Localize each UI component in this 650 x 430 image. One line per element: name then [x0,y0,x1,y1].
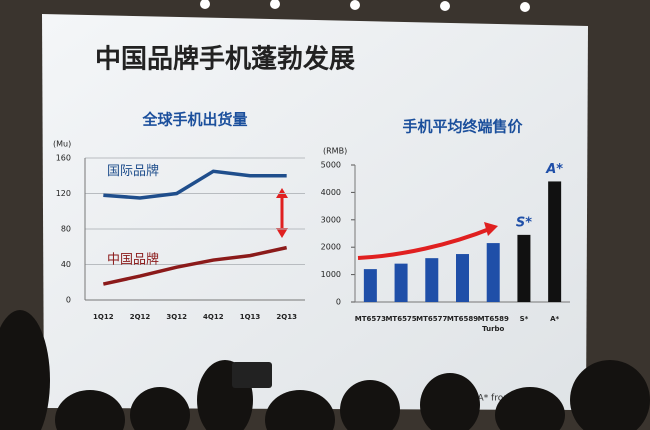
ceiling-lights [200,0,530,12]
bar [486,243,500,302]
y-axis-label: (RMB) [323,147,347,156]
x-tick-label: MT6589 Turbo [478,315,509,333]
x-tick-label: 3Q12 [166,313,187,321]
x-tick-label: 1Q12 [93,313,114,321]
gap-arrow-head [276,228,288,238]
x-tick-label: 4Q12 [203,313,224,321]
y-tick-label: 4000 [321,188,341,197]
y-tick-label: 5000 [321,161,341,170]
slide [42,14,588,410]
slide-title: 中国品牌手机蓬勃发展 [95,44,355,75]
chart-title: 手机平均终端售价 [402,118,523,136]
x-tick-label: MT6589 [447,315,478,323]
bar [456,254,469,302]
x-tick-label: 2Q13 [276,313,297,321]
y-tick-label: 2000 [321,243,341,252]
bar [425,258,439,302]
audience [0,310,650,430]
y-tick-label: 40 [61,260,71,269]
series-label: 国际品牌 [107,163,159,179]
phone [232,362,272,388]
bar [394,263,408,302]
trend-arrow [357,226,493,260]
bar-label: S* [516,215,532,230]
y-tick-label: 160 [56,154,71,163]
y-tick-label: 0 [336,298,341,307]
y-tick-label: 3000 [321,215,341,224]
y-tick-label: 0 [66,296,71,305]
trend-arrow-head [484,222,498,236]
series-label: 中国品牌 [107,252,159,268]
bar [517,234,531,302]
y-tick-label: 1000 [321,270,341,279]
series-line [102,245,288,286]
x-tick-label: MT6577 [416,315,447,323]
x-tick-label: 1Q13 [240,313,261,321]
y-tick-label: 120 [56,189,71,198]
y-axis-label: (Mu) [53,140,71,149]
x-tick-label: MT6573 [355,315,386,323]
x-tick-label: A* [550,315,559,323]
x-tick-label: S* [520,315,529,323]
series-line [103,169,287,200]
bar [363,269,377,302]
y-tick-label: 80 [61,225,71,234]
bar [548,181,562,302]
x-tick-label: 2Q12 [130,313,151,321]
x-tick-label: MT6575 [385,315,416,323]
chart-title: 全球手机出货量 [141,111,247,129]
bar-label: A* [545,162,563,177]
